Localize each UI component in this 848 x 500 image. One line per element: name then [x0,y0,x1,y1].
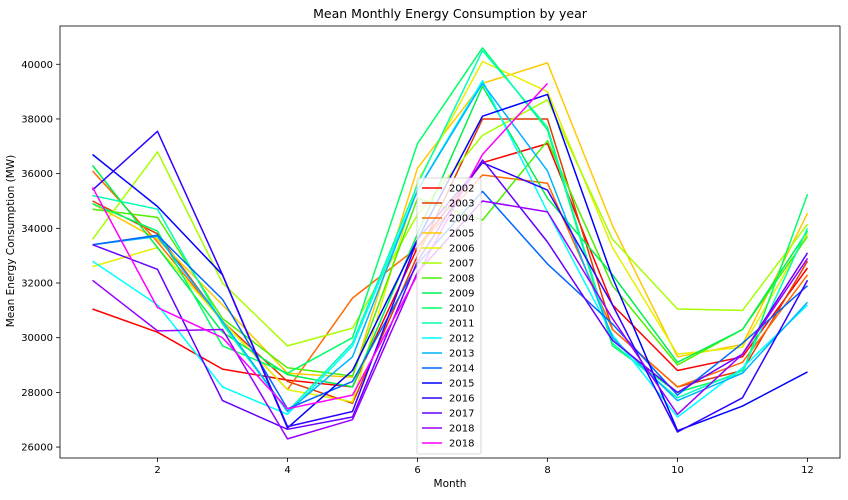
legend-label-2011: 2011 [449,319,474,330]
legend-label-2002: 2002 [449,184,474,195]
legend-box [416,177,482,455]
x-tick-label: 2 [154,465,160,476]
series-line-2013-11 [92,82,809,413]
legend-label-2017: 2017 [449,409,474,420]
legend-label-2003: 2003 [449,199,474,210]
y-tick-label: 28000 [21,388,53,399]
legend-label-2010: 2010 [449,304,474,315]
x-tick-label: 4 [284,465,290,476]
legend-label-2016: 2016 [449,394,474,405]
axes-frame [59,25,841,459]
series-line-2009-7 [91,85,809,388]
x-tick-label: 6 [414,465,420,476]
y-tick-label: 26000 [21,443,53,454]
legend-label-2014: 2014 [449,364,474,375]
legend-label-2005: 2005 [449,229,474,240]
legend-label-2009: 2009 [449,289,474,300]
axes: 2 4 6 8 10 12 26000 28000 30000 32000 34000 36000 38… [21,25,841,476]
legend: 2002 2003 2004 2005 2006 2007 2008 2009 2010 2011… [416,177,482,455]
series-line-2006-4 [92,60,809,403]
legend-label-2008: 2008 [449,274,474,285]
series-line-2010-8 [92,47,809,394]
series-line-2011-9 [92,49,809,413]
series-line-2018-17 [91,82,549,410]
legend-label-2018: 2018 [449,424,474,435]
y-tick-label: 36000 [21,169,53,180]
x-tick-label: 12 [801,465,814,476]
series-line-2005-3 [92,62,809,379]
legend-label-2004: 2004 [449,214,474,225]
chart-title: Mean Monthly Energy Consumption by year [313,6,588,21]
legend-label-2018: 2018 [449,439,474,450]
x-axis-label: Month [434,478,467,490]
legend-label-2015: 2015 [449,379,474,390]
y-tick-label: 34000 [21,224,53,235]
legend-label-2013: 2013 [449,349,474,360]
y-axis-label: Mean Energy Consumption (MW) [5,155,17,328]
legend-label-2007: 2007 [449,259,474,270]
legend-label-2012: 2012 [449,334,474,345]
legend-label-2006: 2006 [449,244,474,255]
y-tick-label: 40000 [21,60,53,71]
x-tick-label: 8 [544,465,550,476]
y-tick-label: 30000 [21,333,53,344]
y-tick-label: 32000 [21,279,53,290]
series-line-2007-5 [91,99,809,347]
y-tick-label: 38000 [21,114,53,125]
x-tick-label: 10 [671,465,684,476]
